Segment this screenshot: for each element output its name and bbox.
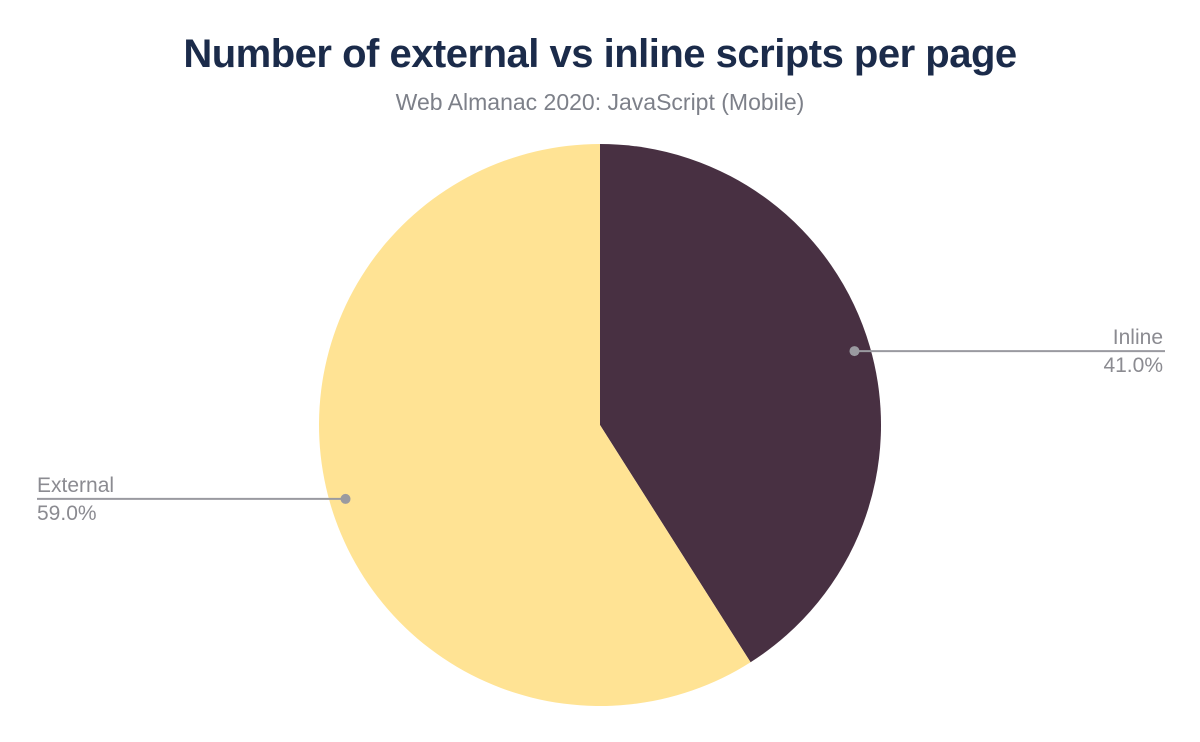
callout-inline: Inline 41.0%: [1103, 325, 1163, 379]
chart-subtitle: Web Almanac 2020: JavaScript (Mobile): [395, 89, 805, 115]
slice-label-inline: Inline: [1112, 326, 1163, 349]
chart-title: Number of external vs inline scripts per…: [183, 32, 1017, 76]
slice-label-external: External: [37, 474, 115, 497]
slice-value-external: 59.0%: [37, 502, 97, 525]
slice-value-inline: 41.0%: [1103, 354, 1163, 377]
leader-dot-external: [340, 493, 351, 504]
callout-external: External 59.0%: [37, 473, 114, 527]
leader-dot-inline: [849, 346, 860, 357]
pie-slice-inline: [600, 144, 882, 663]
pie-slice-external: [319, 144, 751, 706]
